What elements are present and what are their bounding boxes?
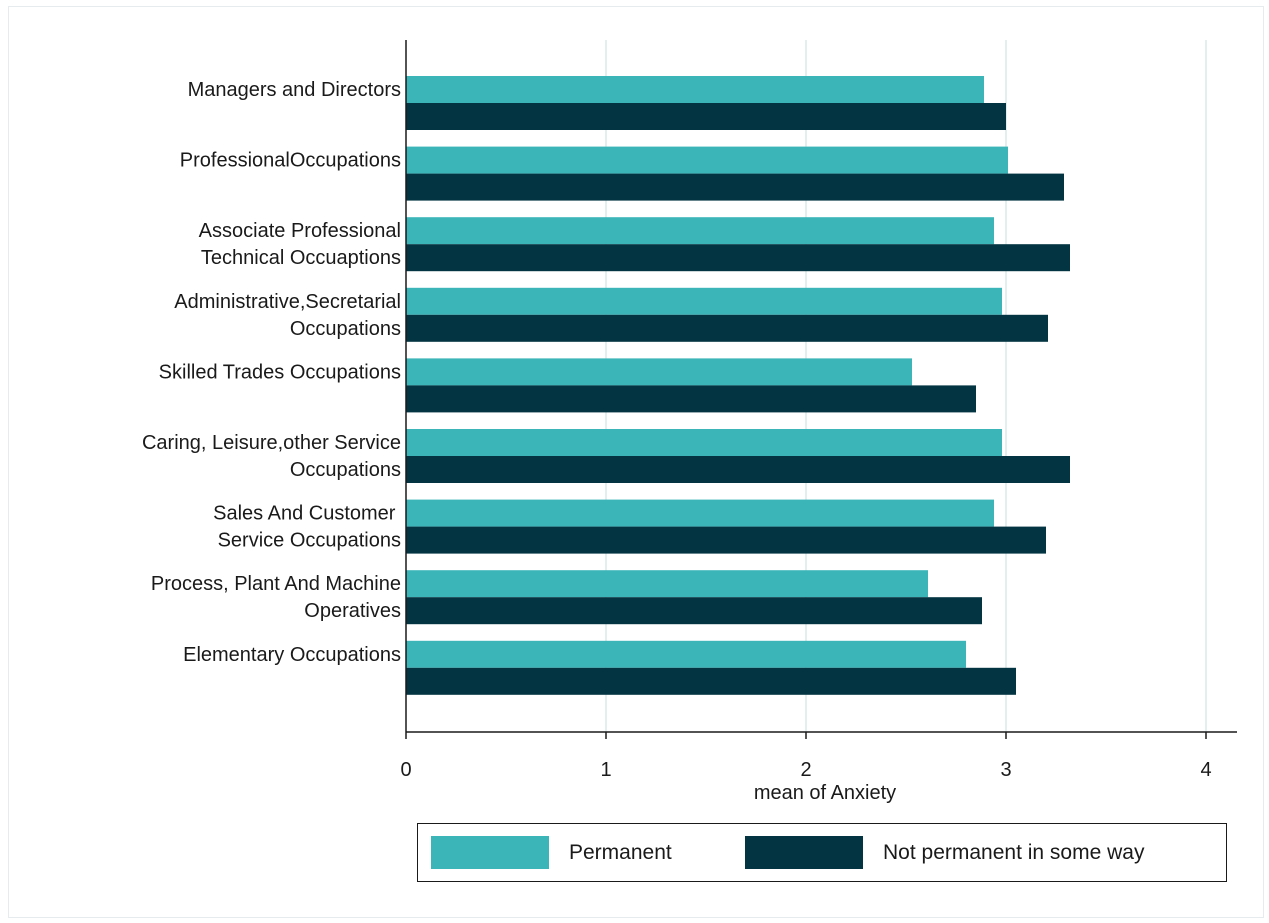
x-tick-labels: 0 1 2 3 4 bbox=[400, 759, 1211, 781]
bar-0-not-permanent bbox=[406, 103, 1006, 130]
bar-3-not-permanent bbox=[406, 314, 1048, 342]
bar-4-not-permanent bbox=[406, 385, 976, 413]
x-tick-label-0: 0 bbox=[400, 759, 411, 781]
bar-7-not-permanent bbox=[406, 597, 982, 625]
x-axis-title: mean of Anxiety bbox=[754, 782, 896, 804]
bar-6-permanent bbox=[406, 499, 994, 527]
bar-5-permanent bbox=[406, 429, 1002, 456]
bar-7-permanent bbox=[406, 570, 928, 598]
category-label-5: Caring, Leisure,other Service Occupations bbox=[142, 432, 401, 481]
x-tick-label-3: 3 bbox=[1000, 759, 1011, 781]
bar-1-not-permanent bbox=[406, 173, 1064, 201]
legend-label-permanent: Permanent bbox=[569, 840, 672, 864]
chart-frame bbox=[8, 6, 1264, 918]
category-label-2: Associate Professional Technical Occuapti… bbox=[199, 220, 401, 269]
axes bbox=[405, 40, 1237, 739]
bar-2-permanent bbox=[406, 217, 994, 245]
bar-4-permanent bbox=[406, 358, 912, 386]
bar-8-not-permanent bbox=[406, 667, 1016, 695]
category-label-0: Managers and Directors bbox=[188, 79, 401, 101]
bar-8-permanent bbox=[406, 640, 966, 668]
legend-item-not-permanent: Not permanent in some way bbox=[745, 836, 1144, 869]
x-tick-label-1: 1 bbox=[600, 759, 611, 781]
bar-0-permanent bbox=[406, 76, 984, 103]
legend-label-not-permanent: Not permanent in some way bbox=[883, 840, 1145, 864]
x-tick-label-2: 2 bbox=[800, 759, 811, 781]
legend-swatch-permanent bbox=[431, 836, 549, 869]
bar-2-not-permanent bbox=[406, 244, 1070, 272]
category-labels: Managers and Directors ProfessionalOccupa… bbox=[142, 79, 401, 666]
bar-1-permanent bbox=[406, 146, 1008, 174]
legend: Permanent Not permanent in some way bbox=[417, 823, 1227, 882]
bar-5-not-permanent bbox=[406, 456, 1070, 483]
category-label-3: Administrative,Secretarial Occupations bbox=[174, 291, 401, 340]
category-label-6: Sales And Customer Service Occupations bbox=[213, 503, 401, 552]
legend-item-permanent: Permanent bbox=[431, 836, 672, 869]
category-label-7: Process, Plant And Machine Operatives bbox=[151, 573, 401, 622]
bar-6-not-permanent bbox=[406, 526, 1046, 554]
x-tick-label-4: 4 bbox=[1200, 759, 1211, 781]
bars bbox=[406, 76, 1070, 695]
category-label-8: Elementary Occupations bbox=[183, 644, 401, 666]
category-label-1: ProfessionalOccupations bbox=[180, 150, 401, 172]
bar-3-permanent bbox=[406, 287, 1002, 315]
legend-swatch-not-permanent bbox=[745, 836, 863, 869]
category-label-4: Skilled Trades Occupations bbox=[159, 361, 401, 383]
